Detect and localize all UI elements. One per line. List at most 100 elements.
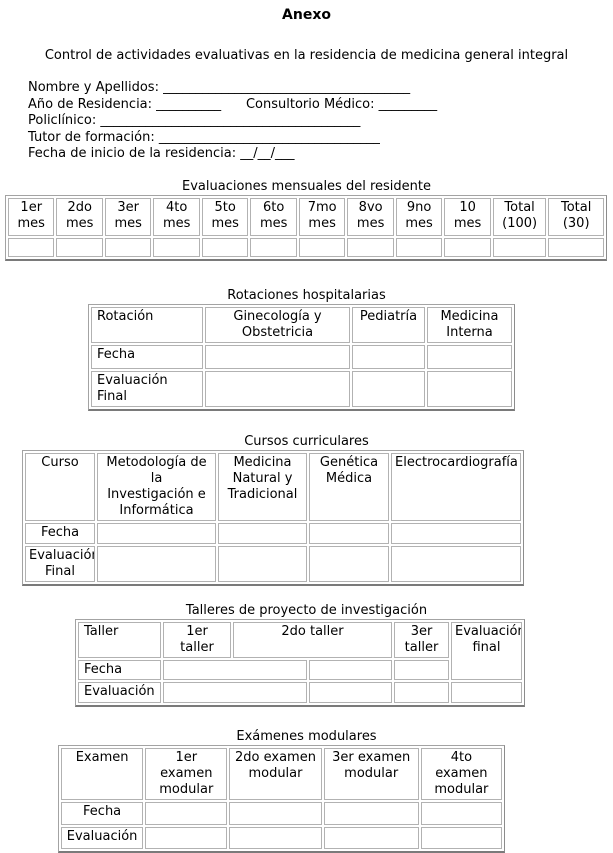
table-caption-rotations: Rotaciones hospitalarias (227, 287, 386, 303)
document-page: Anexo Control de actividades evaluativas… (0, 7, 613, 853)
header-cell: 1er mes (8, 197, 55, 236)
value-cell (444, 237, 491, 257)
exams-header-row: Examen 1er examen modular 2do examen mod… (61, 747, 502, 800)
courses-fecha-row: Fecha (25, 522, 521, 544)
value-cell (153, 237, 200, 257)
row-label-cell: Fecha (61, 801, 144, 825)
header-cell: Genética Médica (309, 452, 389, 521)
row-label-cell: Evaluación Final (91, 370, 203, 407)
form-line-policlinico: Policlínico: ___________________________… (28, 113, 361, 128)
page-title: Anexo (282, 7, 331, 23)
value-cell (250, 237, 297, 257)
value-cell (8, 237, 55, 257)
exams-fecha-row: Fecha (61, 801, 502, 825)
value-cell (420, 826, 502, 849)
value-cell (218, 545, 307, 582)
value-cell (229, 801, 322, 825)
value-cell (309, 545, 389, 582)
value-cell (352, 370, 425, 407)
value-cell (420, 801, 502, 825)
row-label-cell: Fecha (91, 344, 203, 369)
row-label-cell: Evaluación (78, 681, 161, 703)
workshops-evaluacion-row: Evaluación (78, 681, 522, 703)
header-cell: Medicina Natural y Tradicional (218, 452, 307, 521)
header-cell: 3er examen modular (323, 747, 419, 800)
value-cell (451, 681, 522, 703)
research-workshops-table: Taller 1er taller 2do taller 3er taller … (75, 618, 525, 707)
value-cell (201, 237, 249, 257)
value-cell (394, 681, 449, 703)
header-cell: Total (30) (548, 197, 604, 236)
header-cell: Medicina Interna (427, 306, 512, 343)
header-cell: 3er mes (104, 197, 152, 236)
hospital-rotations-table: Rotación Ginecología y Obstetricia Pedia… (88, 303, 515, 411)
value-cell (309, 681, 392, 703)
header-cell: Pediatría (352, 306, 425, 343)
value-cell (163, 659, 307, 680)
value-cell (427, 344, 512, 369)
value-cell (548, 237, 604, 257)
table-caption-exams: Exámenes modulares (236, 728, 377, 744)
header-cell: Ginecología y Obstetricia (205, 306, 350, 343)
workshops-fecha-row: Fecha (78, 659, 522, 680)
header-cell: 7mo mes (298, 197, 346, 236)
value-cell (427, 370, 512, 407)
header-cell: Electrocardiografía (391, 452, 521, 521)
header-cell: Total (100) (492, 197, 547, 236)
row-label-cell: Fecha (25, 522, 95, 544)
corner-cell: Rotación (91, 306, 203, 343)
value-cell (309, 522, 389, 544)
form-line-fecha-inicio: Fecha de inicio de la residencia: __/__/… (28, 146, 295, 161)
header-cell: 1er examen modular (145, 747, 228, 800)
header-cell: 3er taller (394, 621, 449, 658)
value-cell (492, 237, 547, 257)
header-cell: 2do mes (56, 197, 103, 236)
value-cell (145, 801, 228, 825)
value-cell (323, 801, 419, 825)
header-cell: 4to mes (153, 197, 200, 236)
rotations-evaluacion-row: Evaluación Final (91, 370, 512, 407)
header-cell: 9no mes (395, 197, 443, 236)
value-cell (163, 681, 307, 703)
row-label-cell: Evaluación Final (25, 545, 95, 582)
courses-evaluacion-row: Evaluación Final (25, 545, 521, 582)
workshops-header-row: Taller 1er taller 2do taller 3er taller … (78, 621, 522, 680)
value-cell (298, 237, 346, 257)
form-fields: Nombre y Apellidos: ____________________… (28, 80, 613, 163)
value-cell (347, 237, 394, 257)
value-cell (218, 522, 307, 544)
header-cell: 2do examen modular (229, 747, 322, 800)
corner-cell: Taller (78, 621, 161, 658)
value-cell (394, 659, 449, 680)
page-subtitle: Control de actividades evaluativas en la… (44, 48, 569, 63)
monthly-values-row (8, 237, 604, 257)
monthly-header-row: 1er mes 2do mes 3er mes 4to mes 5to mes … (8, 197, 604, 236)
form-line-tutor: Tutor de formación: ____________________… (28, 129, 380, 145)
header-cell: 5to mes (201, 197, 249, 236)
courses-header-row: Curso Metodología de la Investigación e … (25, 452, 521, 521)
row-label-cell: Evaluación (61, 826, 144, 849)
header-cell: 2do taller (233, 621, 392, 658)
value-cell (309, 659, 392, 680)
modular-exams-table: Examen 1er examen modular 2do examen mod… (58, 744, 505, 853)
value-cell (352, 344, 425, 369)
monthly-evaluations-table: 1er mes 2do mes 3er mes 4to mes 5to mes … (5, 194, 607, 261)
value-cell (104, 237, 152, 257)
header-cell: 8vo mes (347, 197, 394, 236)
rotations-fecha-row: Fecha (91, 344, 512, 369)
curricular-courses-table: Curso Metodología de la Investigación e … (22, 449, 524, 586)
header-cell: Metodología de la Investigación e Inform… (97, 452, 216, 521)
header-cell: 4to examen modular (420, 747, 502, 800)
value-cell (391, 522, 521, 544)
value-cell (97, 545, 216, 582)
table-caption-courses: Cursos curriculares (244, 433, 369, 449)
rotations-header-row: Rotación Ginecología y Obstetricia Pedia… (91, 306, 512, 343)
header-cell: Evaluación final (451, 621, 522, 680)
form-line-ano-consultorio: Año de Residencia: __________ Consultori… (28, 96, 438, 112)
value-cell (145, 826, 228, 849)
value-cell (395, 237, 443, 257)
value-cell (205, 344, 350, 369)
exams-evaluacion-row: Evaluación (61, 826, 502, 849)
table-caption-workshops: Talleres de proyecto de investigación (185, 602, 428, 618)
value-cell (56, 237, 103, 257)
